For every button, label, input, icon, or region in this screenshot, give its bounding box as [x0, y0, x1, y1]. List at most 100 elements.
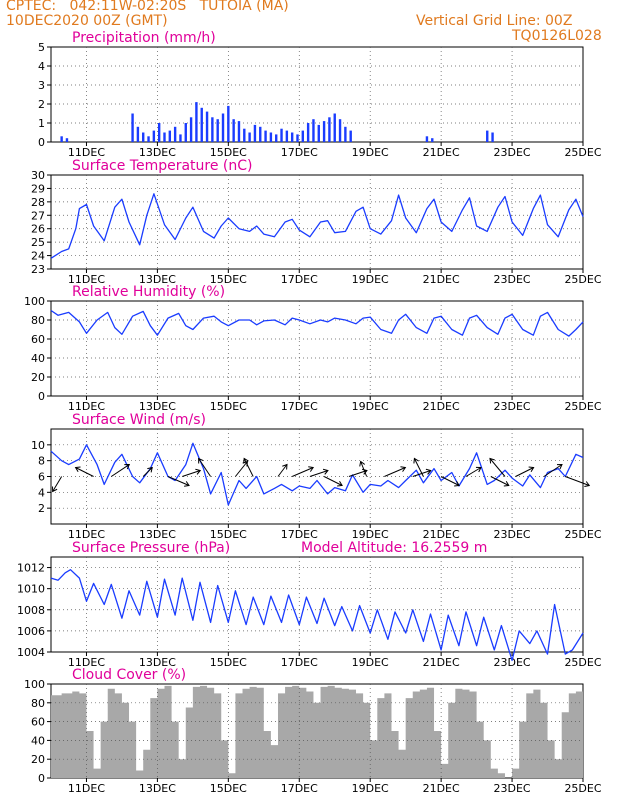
- pres-xtick-label: 15DEC: [210, 656, 247, 669]
- precip-bar: [142, 132, 145, 142]
- pres-plot-frame: [50, 556, 584, 653]
- wind-vector-head: [400, 466, 407, 472]
- wind-vector-shaft: [465, 467, 482, 477]
- precip-bar: [296, 134, 299, 142]
- cloud-xtick-label: 23DEC: [494, 782, 531, 795]
- wind-vector-shaft: [543, 464, 563, 477]
- cloud-ytick-label: 20: [31, 753, 45, 766]
- precip-bar: [264, 130, 267, 142]
- rh-ytick-label: 40: [31, 352, 45, 365]
- temp-panel-title: Surface Temperature (nC): [72, 158, 253, 174]
- wind-vector-shaft: [489, 458, 506, 477]
- wind-series-line: [50, 442, 584, 506]
- wind-vector-head: [337, 480, 343, 487]
- precip-ytick-label: 1: [38, 117, 45, 130]
- precip-xtick-label: 25DEC: [564, 146, 601, 159]
- precip-bar: [200, 107, 203, 142]
- precip-ytick-label: 2: [38, 98, 45, 111]
- wind-vector-shaft: [277, 464, 288, 477]
- precip-bar: [280, 128, 283, 142]
- wind-vector-head: [503, 480, 510, 487]
- pres-ytick-label: 1004: [17, 646, 45, 659]
- wind-vector-shaft: [111, 464, 130, 477]
- cloud-ytick-label: 0: [38, 772, 45, 785]
- wind-ytick-label: 2: [38, 502, 45, 515]
- wind-vector-shaft: [440, 476, 460, 486]
- precip-bar: [306, 123, 310, 142]
- wind-vector-head: [198, 457, 204, 464]
- temp-xtick-label: 15DEC: [210, 273, 247, 286]
- wind-xtick-label: 19DEC: [352, 528, 389, 541]
- precip-bar: [205, 111, 209, 142]
- wind-vector-shaft: [323, 476, 343, 486]
- wind-vector-head: [413, 457, 419, 464]
- wind-vector-shaft: [182, 470, 201, 477]
- wind-ytick-label: 10: [31, 439, 45, 452]
- wind-xtick-label: 21DEC: [423, 528, 460, 541]
- temp-ytick-label: 23: [31, 263, 45, 276]
- precip-xtick-label: 19DEC: [352, 146, 389, 159]
- temp-xtick-label: 23DEC: [494, 273, 531, 286]
- header-model-code: TQ0126L028: [512, 28, 602, 44]
- temp-ytick-label: 28: [31, 196, 45, 209]
- wind-vector-head: [556, 463, 563, 470]
- rh-xtick-label: 11DEC: [68, 400, 105, 413]
- precip-xtick-label: 13DEC: [139, 146, 176, 159]
- precip-bar: [338, 119, 342, 142]
- wind-vector-head: [243, 457, 249, 464]
- precip-bar: [243, 128, 246, 142]
- rh-plot-frame: [50, 300, 584, 397]
- precip-bar: [152, 130, 156, 142]
- wind-vector-shaft: [75, 467, 94, 477]
- cloud-xtick-label: 25DEC: [564, 782, 601, 795]
- wind-vector-shaft: [167, 476, 190, 486]
- wind-xtick-label: 15DEC: [210, 528, 247, 541]
- wind-panel-title: Surface Wind (m/s): [72, 412, 206, 428]
- pres-ytick-label: 1006: [17, 625, 45, 638]
- precip-bar: [147, 136, 150, 142]
- pres-panel-title: Surface Pressure (hPa): [72, 540, 230, 556]
- precip-bar: [237, 121, 241, 142]
- cloud-xtick-label: 19DEC: [352, 782, 389, 795]
- wind-vector-head: [52, 486, 58, 493]
- precip-bar: [60, 136, 63, 142]
- pres-xtick-label: 25DEC: [564, 656, 601, 669]
- wind-vector-shaft: [348, 470, 368, 477]
- precip-xtick-label: 23DEC: [494, 146, 531, 159]
- wind-vector-head: [184, 481, 190, 487]
- precip-bar: [333, 113, 336, 142]
- cloud-ytick-label: 60: [31, 716, 45, 729]
- wind-vector-shaft: [565, 476, 590, 486]
- precip-bar: [131, 113, 134, 142]
- precip-bar: [173, 126, 177, 142]
- wind-xtick-label: 23DEC: [494, 528, 531, 541]
- wind-vector-head: [195, 468, 202, 475]
- pres-ytick-label: 1010: [17, 583, 45, 596]
- wind-vector-head: [528, 466, 535, 473]
- cloud-cover-area: [51, 685, 583, 778]
- rh-xtick-label: 15DEC: [210, 400, 247, 413]
- wind-vector-shaft: [384, 467, 406, 477]
- precip-bar: [275, 134, 278, 142]
- wind-ytick-label: 8: [38, 455, 45, 468]
- wind-vector-shaft: [235, 461, 248, 477]
- precip-bar: [189, 117, 193, 142]
- precip-ytick-label: 4: [38, 60, 45, 73]
- precip-bar: [312, 119, 315, 142]
- wind-vector-head: [425, 468, 432, 475]
- wind-vector-shaft: [413, 458, 424, 477]
- precip-bar: [136, 126, 140, 142]
- precip-bar: [285, 130, 289, 142]
- precip-bar: [425, 136, 429, 142]
- precip-bar: [157, 123, 161, 142]
- precip-bar: [491, 132, 494, 142]
- precip-plot-frame: [50, 46, 584, 143]
- wind-vector-shaft: [243, 458, 254, 477]
- precip-bar: [221, 113, 225, 142]
- precip-xtick-label: 17DEC: [281, 146, 318, 159]
- cloud-ytick-label: 40: [31, 734, 45, 747]
- temp-series-line: [50, 193, 584, 259]
- precip-bar: [232, 119, 235, 142]
- cloud-xtick-label: 21DEC: [423, 782, 460, 795]
- temp-ytick-label: 24: [31, 250, 45, 263]
